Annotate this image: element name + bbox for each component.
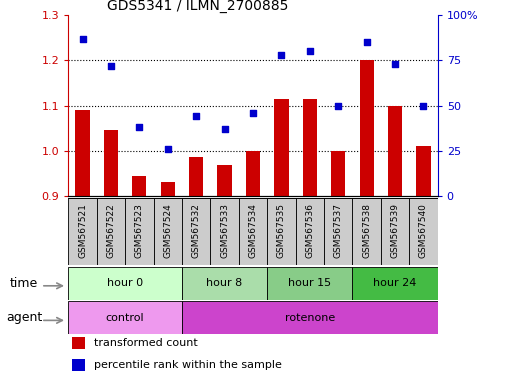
Bar [295,198,323,265]
Bar [75,110,89,196]
Bar [189,157,203,196]
Bar [409,198,437,265]
Text: GSM567540: GSM567540 [418,203,427,258]
Bar [359,61,373,196]
Bar [104,131,118,196]
Point [248,110,257,116]
Bar [416,146,430,196]
Bar [182,267,267,300]
Point [107,63,115,69]
Point [390,61,398,67]
Text: GSM567539: GSM567539 [390,203,399,258]
Point [277,52,285,58]
Text: hour 15: hour 15 [288,278,331,288]
Bar [182,301,437,334]
Bar [380,198,409,265]
Text: GSM567537: GSM567537 [333,203,342,258]
Bar [323,198,352,265]
Text: GSM567534: GSM567534 [248,203,257,258]
Text: control: control [106,313,144,323]
Text: hour 8: hour 8 [206,278,242,288]
Bar [217,165,231,196]
Text: GSM567522: GSM567522 [106,203,115,258]
Text: GSM567536: GSM567536 [305,203,314,258]
Point [419,103,427,109]
Bar [267,267,352,300]
Text: hour 24: hour 24 [373,278,416,288]
Point [362,40,370,46]
Bar [182,198,210,265]
Text: time: time [10,277,38,290]
Bar [245,151,260,196]
Point [135,124,143,130]
Text: GDS5341 / ILMN_2700885: GDS5341 / ILMN_2700885 [107,0,288,13]
Text: GSM567524: GSM567524 [163,203,172,258]
Bar [352,267,437,300]
Bar [161,182,175,196]
Text: agent: agent [6,311,42,324]
Bar [72,337,85,349]
Text: GSM567533: GSM567533 [220,203,229,258]
Bar [387,106,401,196]
Text: GSM567521: GSM567521 [78,203,87,258]
Bar [210,198,238,265]
Text: GSM567523: GSM567523 [134,203,143,258]
Point [192,113,200,119]
Point [164,146,172,152]
Bar [68,267,182,300]
Point [333,103,341,109]
Text: GSM567538: GSM567538 [362,203,371,258]
Bar [267,198,295,265]
Bar [330,151,345,196]
Bar [153,198,182,265]
Bar [302,99,316,196]
Bar [274,99,288,196]
Bar [68,198,96,265]
Text: rotenone: rotenone [284,313,334,323]
Bar [125,198,153,265]
Bar [68,301,182,334]
Bar [72,359,85,371]
Bar [132,175,146,196]
Bar [238,198,267,265]
Point [305,48,313,55]
Text: hour 0: hour 0 [107,278,143,288]
Text: transformed count: transformed count [94,338,197,348]
Point [78,36,86,42]
Text: GSM567535: GSM567535 [276,203,285,258]
Bar [96,198,125,265]
Bar [352,198,380,265]
Text: percentile rank within the sample: percentile rank within the sample [94,360,281,370]
Point [220,126,228,132]
Text: GSM567532: GSM567532 [191,203,200,258]
